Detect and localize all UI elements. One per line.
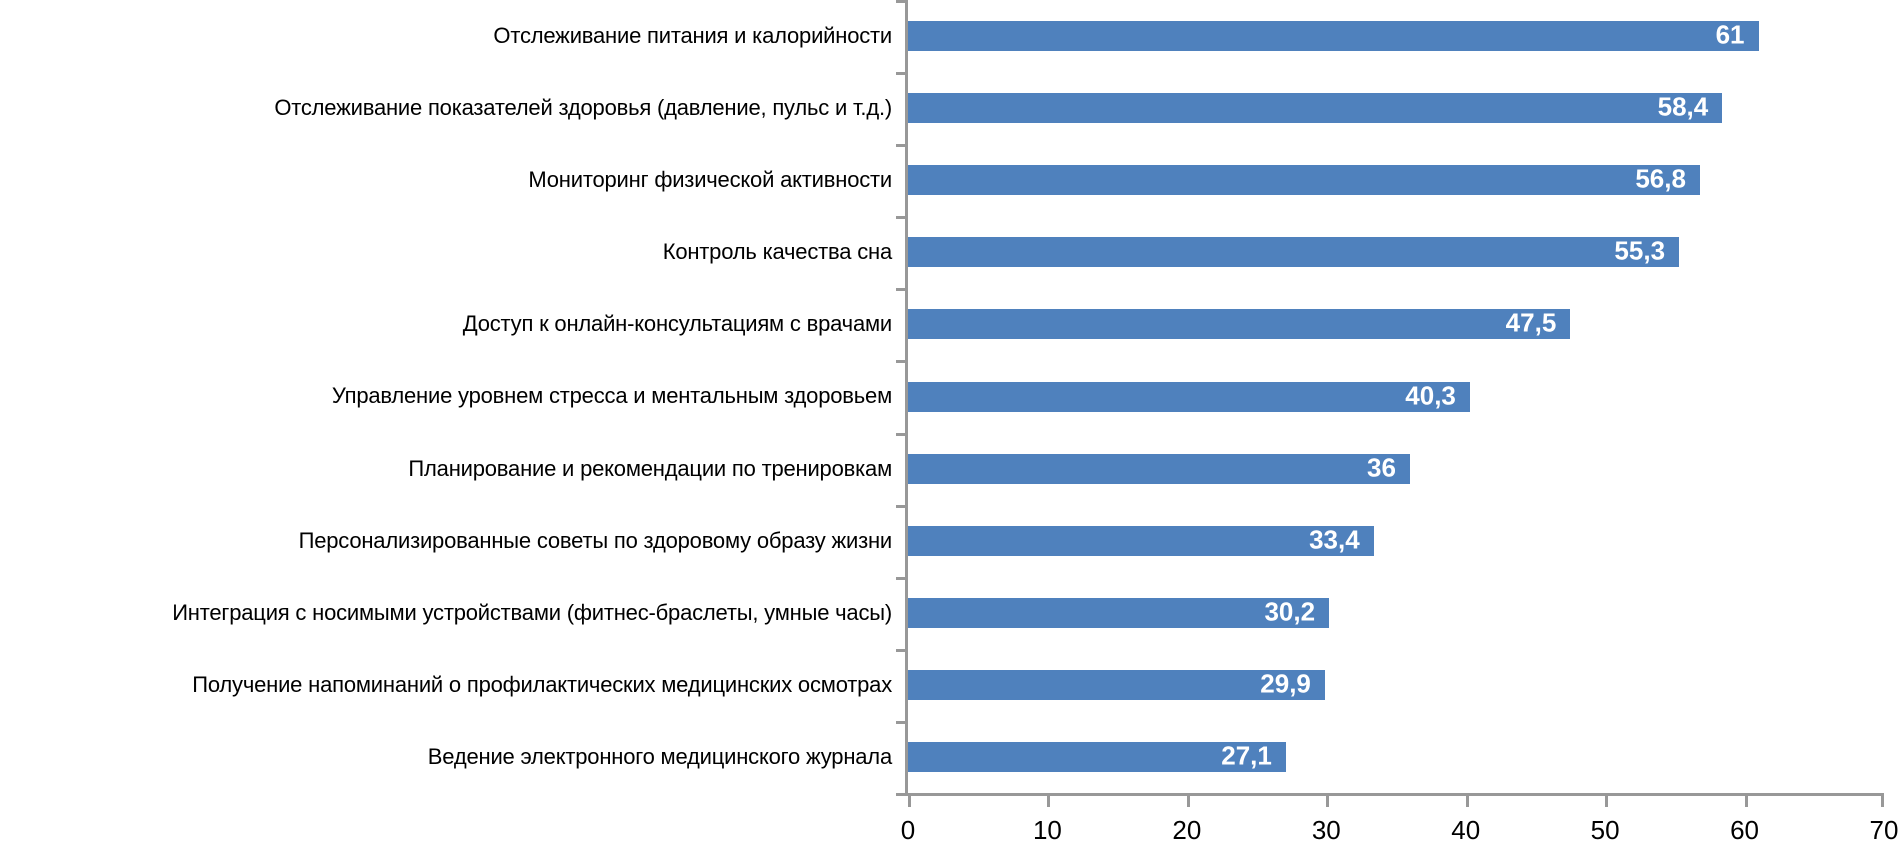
bar: 47,5 <box>908 307 1571 340</box>
bar-value-label: 27,1 <box>1221 740 1272 771</box>
bar: 30,2 <box>908 596 1330 628</box>
category-label: Получение напоминаний о профилактических… <box>192 671 892 697</box>
value-axis-tick-label: 0 <box>900 815 916 845</box>
category-label: Интеграция с носимыми устройствами (фитн… <box>172 599 892 625</box>
value-axis-tick-label: 10 <box>1032 815 1062 845</box>
category-label: Ведение электронного медицинского журнал… <box>427 743 892 769</box>
value-axis-tick-label: 30 <box>1311 815 1341 845</box>
value-axis-tick <box>1186 796 1190 807</box>
category-label: Персонализированные советы по здоровому … <box>298 527 893 553</box>
category-axis-tick <box>896 648 905 652</box>
category-label: Отслеживание показателей здоровья (давле… <box>274 95 892 121</box>
bar-value-label: 36 <box>1367 451 1396 482</box>
category-axis-line <box>905 0 908 796</box>
value-axis-tick <box>1465 796 1469 807</box>
bar: 27,1 <box>908 740 1286 772</box>
bar-value-label: 40,3 <box>1405 379 1456 410</box>
category-label: Планирование и рекомендации по тренировк… <box>408 455 892 481</box>
bar: 58,4 <box>908 91 1723 124</box>
value-axis-tick <box>1744 796 1748 807</box>
bar-value-label: 47,5 <box>1505 307 1557 338</box>
value-axis-tick <box>908 796 911 807</box>
bar-value-label: 29,9 <box>1260 668 1311 699</box>
category-axis-tick <box>896 72 905 76</box>
bar-value-label: 33,4 <box>1309 523 1360 554</box>
value-axis-tick-label: 20 <box>1172 815 1202 845</box>
value-axis-tick-label: 60 <box>1730 815 1760 845</box>
bar: 55,3 <box>908 235 1680 268</box>
category-label: Контроль качества сна <box>662 239 892 265</box>
category-label: Доступ к онлайн-консультациям с врачами <box>462 311 892 337</box>
value-axis-tick-label: 70 <box>1869 815 1899 845</box>
category-axis-tick <box>896 432 905 436</box>
category-axis-tick <box>896 0 905 3</box>
value-axis-tick <box>1881 796 1884 807</box>
bar: 56,8 <box>908 163 1700 196</box>
bar: 29,9 <box>908 668 1325 700</box>
category-axis-tick <box>896 288 905 292</box>
category-axis-tick <box>896 504 905 508</box>
bar-value-label: 30,2 <box>1264 596 1316 627</box>
value-axis-tick-label: 50 <box>1590 815 1620 845</box>
value-axis-line <box>905 793 1884 796</box>
category-axis-tick <box>896 720 905 724</box>
bar: 61 <box>908 19 1759 52</box>
category-axis-tick <box>896 216 905 220</box>
category-axis-tick <box>896 144 905 148</box>
category-label: Мониторинг физической активности <box>528 167 892 193</box>
value-axis-tick-label: 40 <box>1451 815 1481 845</box>
value-axis-tick <box>1047 796 1051 807</box>
category-label: Управление уровнем стресса и ментальным … <box>331 383 892 409</box>
bar-value-label: 56,8 <box>1635 163 1686 194</box>
category-axis-tick <box>896 360 905 364</box>
category-axis-tick <box>896 576 905 580</box>
bar-value-label: 61 <box>1715 19 1745 50</box>
bar-value-label: 58,4 <box>1657 91 1709 122</box>
bar: 33,4 <box>908 523 1374 556</box>
category-label: Отслеживание питания и калорийности <box>493 23 892 48</box>
value-axis-tick <box>1326 796 1330 807</box>
bar-value-label: 55,3 <box>1614 235 1666 266</box>
category-axis-tick <box>896 793 905 796</box>
bar: 36 <box>908 451 1410 484</box>
bar: 40,3 <box>908 379 1470 412</box>
value-axis-tick <box>1605 796 1609 807</box>
